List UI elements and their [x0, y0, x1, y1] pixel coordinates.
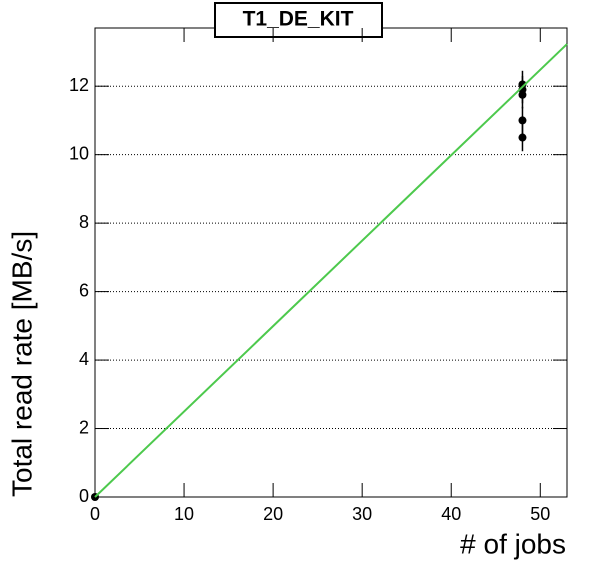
- x-axis-label: # of jobs: [460, 528, 566, 559]
- y-tick-label: 6: [79, 280, 89, 300]
- x-tick-label: 20: [263, 504, 283, 524]
- y-tick-label: 12: [69, 75, 89, 95]
- fit-line: [94, 43, 568, 498]
- data-point: [518, 90, 527, 99]
- y-tick-label: 2: [79, 417, 89, 437]
- x-tick-label: 30: [352, 504, 372, 524]
- x-tick-label: 10: [174, 504, 194, 524]
- title-box: [214, 2, 383, 38]
- data-point: [518, 116, 527, 125]
- x-tick-label: 40: [441, 504, 461, 524]
- y-tick-label: 0: [79, 486, 89, 506]
- y-axis-label: Total read rate [MB/s]: [6, 231, 37, 497]
- y-tick-label: 4: [79, 349, 89, 369]
- chart-title: T1_DE_KIT: [243, 8, 354, 31]
- plot-frame: [94, 27, 568, 498]
- y-tick-label: 8: [79, 212, 89, 232]
- x-tick-label: 0: [90, 504, 100, 524]
- y-tick-label: 10: [69, 143, 89, 163]
- x-tick-label: 50: [530, 504, 550, 524]
- data-point: [518, 133, 527, 142]
